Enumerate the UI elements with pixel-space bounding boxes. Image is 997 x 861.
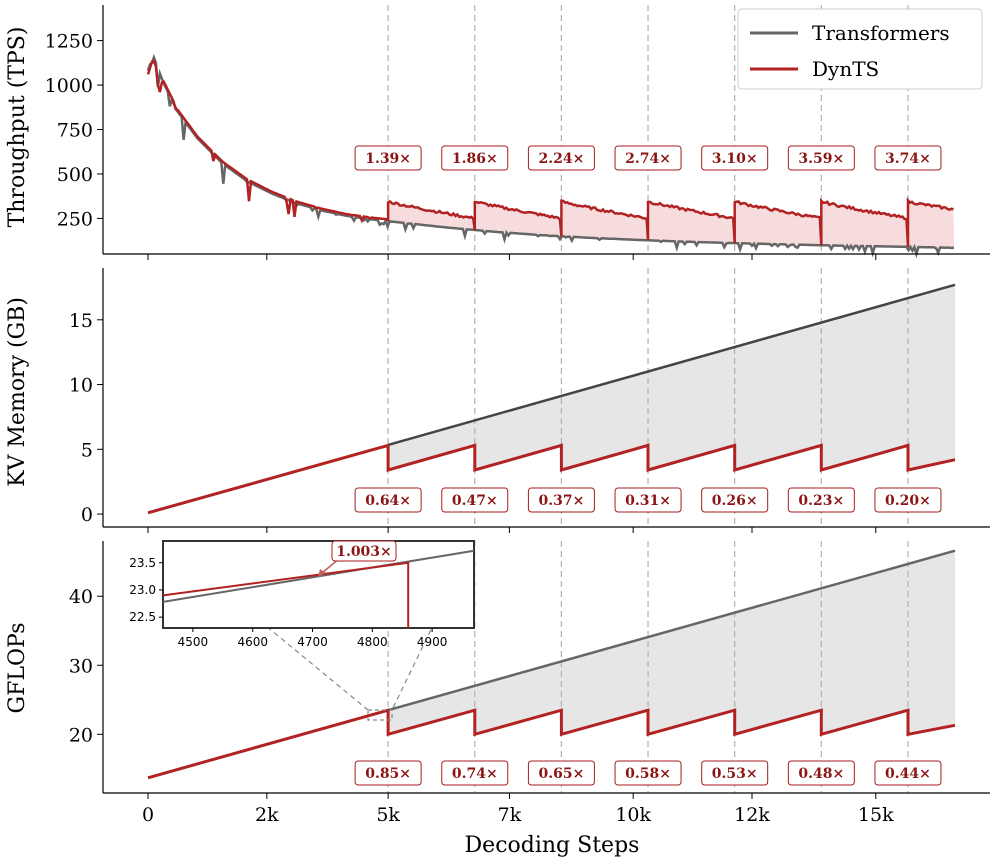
ratio-label-box [527, 487, 595, 513]
inset-x-tick-label: 4900 [417, 635, 448, 649]
ratio-label-box [701, 487, 769, 513]
y-tick-label: 15 [69, 310, 93, 332]
ratio-label: 2.24× [538, 151, 584, 167]
y-tick-label: 20 [69, 724, 93, 746]
x-tick-label: 12k [734, 804, 770, 826]
ylabel-kv-memory: KV Memory (GB) [5, 297, 30, 487]
ratio-label-box [614, 760, 682, 786]
x-tick-label: 5k [376, 804, 400, 826]
axes: 250 500 750 1000 1250 0 5 10 15 20 30 40 0 2k 5k 7k 10k 1… [45, 5, 990, 826]
ratio-label: 1.86× [452, 151, 498, 167]
ratio-label: 0.47× [452, 493, 498, 509]
series-lines [146, 53, 956, 780]
x-tick-label: 15k [858, 804, 894, 826]
dynts-throughput-line [146, 59, 954, 247]
ratio-label-box [354, 760, 422, 786]
ratio-label: 0.48× [798, 766, 844, 782]
inset-y-tick-label: 23.5 [129, 556, 156, 570]
savings-fill [388, 550, 956, 735]
ylabel-gflops: GFLOPs [5, 623, 30, 714]
legend: Transformers DynTS [737, 8, 983, 90]
y-tick-label: 10 [69, 375, 93, 397]
x-tick-label: 7k [498, 804, 522, 826]
legend-box [737, 8, 983, 90]
ratio-label: 0.58× [625, 766, 671, 782]
ratio-label: 0.85× [365, 766, 411, 782]
ratio-label-box [527, 145, 595, 171]
fill-regions [388, 200, 956, 735]
ratio-label: 0.44× [885, 766, 931, 782]
ratio-label: 0.53× [712, 766, 758, 782]
y-tick-label: 30 [69, 655, 93, 677]
ratio-label-box [441, 760, 509, 786]
inset-annotation-label: 1.003× [336, 544, 392, 560]
ratio-label: 3.10× [712, 151, 758, 167]
ratio-label: 0.65× [538, 766, 584, 782]
ratio-label-box [874, 487, 942, 513]
savings-fill [388, 284, 956, 470]
ratio-label: 3.74× [885, 151, 931, 167]
inset-annotation-arrowhead [318, 569, 326, 577]
legend-label-transformers: Transformers [812, 21, 950, 45]
ratio-label-box [441, 145, 509, 171]
speedup-fill [388, 200, 955, 254]
ratio-label-box [701, 145, 769, 171]
ratio-label-box [787, 760, 855, 786]
y-tick-label: 0 [81, 504, 93, 526]
x-tick-label: 10k [615, 804, 651, 826]
ratio-label-box [787, 487, 855, 513]
x-tick-label: 0 [142, 804, 154, 826]
ratio-label: 1.39× [365, 151, 411, 167]
ylabel-throughput: Throughput (TPS) [5, 27, 30, 228]
y-tick-label: 250 [57, 208, 93, 230]
transformers-line [387, 549, 956, 712]
inset-annotation-box [331, 540, 397, 562]
ratio-label-box [527, 760, 595, 786]
y-tick-label: 1000 [45, 75, 93, 97]
inset-dynts-line [162, 561, 410, 628]
ratio-label: 0.64× [365, 493, 411, 509]
ratio-label-box [701, 760, 769, 786]
inset-y-tick-label: 23.0 [129, 583, 156, 597]
ratio-label: 0.74× [452, 766, 498, 782]
reset-marker-lines [387, 5, 909, 793]
inset-frame [162, 540, 475, 629]
ratio-label-box [874, 145, 942, 171]
y-tick-label: 40 [69, 586, 93, 608]
inset-x-tick-label: 4800 [357, 635, 388, 649]
ratio-label-box [614, 487, 682, 513]
x-tick-label: 2k [255, 804, 279, 826]
ratio-label: 0.20× [885, 493, 931, 509]
inset-y-tick-label: 22.5 [129, 610, 156, 624]
ratio-annotations: 1.39× 1.86× 2.24× 2.74× 3.10× 3.59× 3.74× 0.64×… [354, 145, 942, 786]
ratio-label-box [874, 760, 942, 786]
ratio-label: 3.59× [798, 151, 844, 167]
xlabel: Decoding Steps [465, 833, 640, 858]
zoom-region-box [367, 709, 393, 721]
zoom-inset: 4500 4600 4700 4800 4900 22.5 23.0 23.5 1.003× [129, 540, 475, 721]
transformers-throughput-line [146, 53, 955, 259]
ratio-label-box [354, 145, 422, 171]
inset-x-tick-label: 4600 [237, 635, 268, 649]
y-tick-label: 750 [57, 120, 93, 142]
ratio-label-box [441, 487, 509, 513]
legend-label-dynts: DynTS [812, 57, 879, 81]
y-tick-label: 500 [57, 164, 93, 186]
ratio-label: 0.23× [798, 493, 844, 509]
ratio-label: 2.74× [625, 151, 671, 167]
ratio-label: 0.26× [712, 493, 758, 509]
dynts-line [147, 443, 956, 515]
inset-x-tick-label: 4700 [297, 635, 328, 649]
inset-x-tick-label: 4500 [178, 635, 209, 649]
y-tick-label: 5 [81, 439, 93, 461]
ratio-label: 0.37× [538, 493, 584, 509]
dynts-line [147, 708, 956, 780]
ratio-label-box [354, 487, 422, 513]
transformers-line [387, 283, 956, 447]
ratio-label-box [614, 145, 682, 171]
ratio-label: 0.31× [625, 493, 671, 509]
y-tick-label: 1250 [45, 31, 93, 53]
ratio-label-box [787, 145, 855, 171]
